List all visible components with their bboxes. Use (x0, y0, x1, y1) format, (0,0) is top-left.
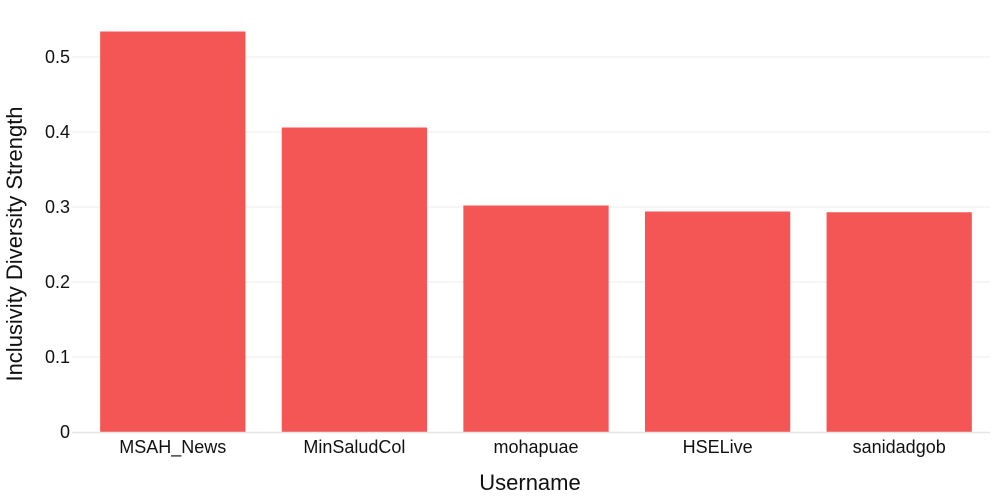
y-tick-label: 0.4 (45, 122, 70, 142)
bar-HSELive (644, 211, 791, 432)
x-tick-label: MinSaludCol (303, 437, 405, 457)
y-axis-title: Inclusivity Diversity Strength (2, 106, 27, 381)
bar-mohapuae (463, 205, 609, 432)
x-tick-label: HSELive (683, 437, 753, 457)
y-tick-label: 0.3 (45, 197, 70, 217)
bar-sanidadgob (826, 212, 972, 432)
y-tick-label: 0 (60, 422, 70, 442)
bar-MSAH_News (100, 31, 246, 432)
x-tick-label: mohapuae (493, 437, 578, 457)
y-tick-label: 0.1 (45, 347, 70, 367)
x-tick-labels: MSAH_News MinSaludCol mohapuae HSELive sanid… (119, 437, 945, 458)
bars (100, 31, 972, 432)
y-tick-labels: 0 0.1 0.2 0.3 0.4 0.5 (45, 47, 70, 442)
x-tick-label: sanidadgob (853, 437, 946, 457)
x-axis-title: Username (479, 470, 580, 495)
x-tick-label: MSAH_News (119, 437, 226, 458)
bar-MinSaludCol (281, 127, 428, 432)
y-tick-label: 0.2 (45, 272, 70, 292)
y-tick-label: 0.5 (45, 47, 70, 67)
